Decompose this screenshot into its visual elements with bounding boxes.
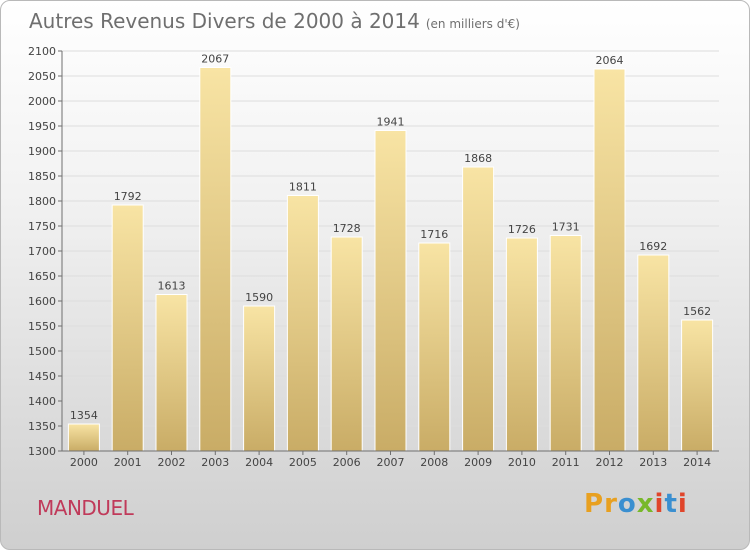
bar (593, 68, 626, 452)
bar-value-label: 1731 (552, 221, 580, 234)
y-tick-label: 1800 (28, 195, 56, 208)
bar (549, 235, 582, 452)
x-tick-label: 2002 (158, 456, 186, 469)
bar-value-label: 1716 (420, 228, 448, 241)
bar-value-label: 2067 (201, 53, 229, 66)
chart-title: Autres Revenus Divers de 2000 à 2014 (en … (29, 9, 520, 33)
bar-value-label: 1792 (114, 190, 142, 203)
y-tick-label: 2100 (28, 45, 56, 58)
logo-letter: i (677, 489, 688, 519)
x-tick-label: 2008 (420, 456, 448, 469)
y-tick-label: 1500 (28, 345, 56, 358)
bar (330, 236, 363, 452)
x-tick-label: 2003 (201, 456, 229, 469)
y-tick-label: 1850 (28, 170, 56, 183)
bar-value-label: 1811 (289, 181, 317, 194)
chart-title-text: Autres Revenus Divers de 2000 à 2014 (29, 9, 420, 33)
bar-value-label: 1868 (464, 152, 492, 165)
y-tick-label: 1950 (28, 120, 56, 133)
x-tick-label: 2007 (377, 456, 405, 469)
x-tick-label: 2013 (639, 456, 667, 469)
bar (637, 254, 670, 452)
y-tick-label: 1300 (28, 445, 56, 458)
bar (418, 242, 451, 452)
bar-value-label: 2064 (596, 54, 624, 67)
x-tick-label: 2006 (333, 456, 361, 469)
logo-letter: i (654, 489, 665, 519)
bar-value-label: 1613 (158, 280, 186, 293)
proxiti-logo: Proxiti (584, 489, 688, 519)
x-tick-label: 2011 (552, 456, 580, 469)
y-tick-label: 1750 (28, 220, 56, 233)
bar (374, 130, 407, 452)
x-tick-label: 2000 (70, 456, 98, 469)
logo-letter: r (604, 489, 618, 519)
x-tick-label: 2014 (683, 456, 711, 469)
y-tick-label: 2050 (28, 70, 56, 83)
y-tick-label: 1600 (28, 295, 56, 308)
bar (462, 166, 495, 452)
chart-title-unit: (en milliers d'€) (425, 17, 520, 31)
y-tick-label: 1700 (28, 245, 56, 258)
y-tick-label: 1650 (28, 270, 56, 283)
bar-value-label: 1590 (245, 291, 273, 304)
bar-value-label: 1941 (377, 116, 405, 129)
logo-letter: P (584, 489, 605, 519)
bar (243, 305, 276, 452)
y-tick-label: 1550 (28, 320, 56, 333)
y-tick-label: 1450 (28, 370, 56, 383)
bar (286, 195, 319, 452)
logo-letter: x (636, 489, 655, 519)
x-tick-label: 2010 (508, 456, 536, 469)
commune-name: MANDUEL (37, 496, 134, 520)
bar (505, 237, 538, 452)
y-tick-label: 1350 (28, 420, 56, 433)
bar-value-label: 1728 (333, 222, 361, 235)
bar (111, 204, 144, 452)
x-tick-label: 2009 (464, 456, 492, 469)
bar-value-label: 1692 (639, 240, 667, 253)
bar-value-label: 1562 (683, 305, 711, 318)
bar (155, 294, 188, 452)
logo-letter: o (617, 489, 637, 519)
bar (681, 319, 714, 452)
x-tick-label: 2005 (289, 456, 317, 469)
x-tick-label: 2012 (596, 456, 624, 469)
bar-value-label: 1354 (70, 409, 98, 422)
x-tick-label: 2004 (245, 456, 273, 469)
bar-value-label: 1726 (508, 223, 536, 236)
logo-letter: t (664, 489, 678, 519)
y-tick-label: 2000 (28, 95, 56, 108)
x-tick-label: 2001 (114, 456, 142, 469)
y-tick-label: 1900 (28, 145, 56, 158)
y-tick-label: 1400 (28, 395, 56, 408)
bar (199, 67, 232, 452)
bar (67, 423, 100, 452)
